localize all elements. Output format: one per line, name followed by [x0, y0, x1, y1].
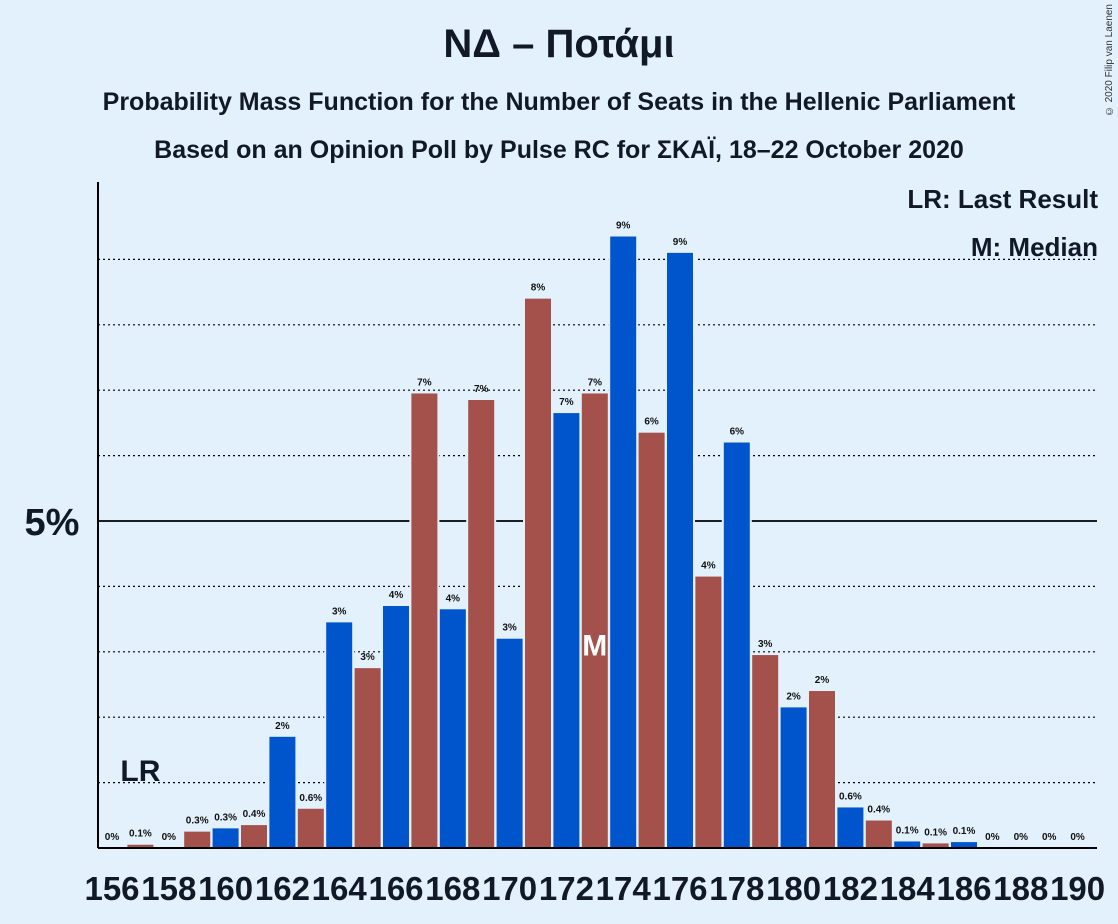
bar-value-label: 7%: [417, 377, 432, 388]
chart-subtitle: Probability Mass Function for the Number…: [102, 88, 1016, 116]
bar-value-label: 7%: [559, 397, 574, 408]
x-tick-label: 180: [766, 870, 821, 907]
x-tick-label: 160: [198, 870, 253, 907]
bar: [695, 576, 722, 848]
bar-value-label: 9%: [673, 237, 688, 248]
bar: [383, 606, 409, 848]
bar-value-label: 0%: [985, 832, 1000, 843]
bar-value-label: 4%: [446, 593, 461, 604]
bar: [638, 432, 665, 848]
bar: [241, 825, 267, 848]
bar-value-label: 7%: [588, 377, 603, 388]
bar-value-label: 0%: [105, 832, 120, 843]
bar-value-label: 3%: [758, 639, 773, 650]
bar: [723, 442, 750, 848]
bar-value-label: 6%: [730, 427, 745, 438]
bar-value-label: 0.1%: [953, 826, 976, 837]
bar: [439, 609, 466, 848]
legend-median: M: Median: [970, 232, 1098, 262]
bar: [894, 841, 921, 848]
bar-value-label: 3%: [332, 606, 347, 617]
bar-value-label: 0.4%: [243, 809, 266, 820]
bar: [809, 691, 835, 848]
legend-last-result: LR: Last Result: [907, 184, 1098, 214]
bar: [581, 393, 608, 848]
x-tick-label: 156: [84, 870, 139, 907]
x-tick-label: 178: [709, 870, 764, 907]
x-tick-label: 170: [482, 870, 537, 907]
bar-value-label: 4%: [389, 590, 404, 601]
bar-value-label: 7%: [474, 384, 489, 395]
bar-value-label: 0%: [1042, 832, 1057, 843]
bar-value-label: 4%: [701, 561, 716, 572]
x-tick-label: 174: [596, 870, 652, 907]
bar-value-label: 8%: [531, 283, 546, 294]
x-tick-label: 172: [539, 870, 594, 907]
bar-value-label: 6%: [644, 417, 659, 428]
bar-value-label: 2%: [815, 675, 830, 686]
bar: [297, 808, 324, 848]
bar-value-label: 0.3%: [214, 812, 237, 823]
bar-value-label: 0.1%: [924, 827, 947, 838]
bar-value-label: 0.3%: [186, 816, 209, 827]
bar: [752, 655, 779, 848]
bar: [951, 842, 977, 848]
x-tick-label: 162: [255, 870, 310, 907]
bar: [354, 668, 381, 848]
x-tick-label: 182: [823, 870, 878, 907]
x-tick-label: 158: [141, 870, 196, 907]
bar-value-label: 3%: [360, 652, 375, 663]
bar-value-label: 2%: [786, 691, 801, 702]
bar: [865, 820, 892, 848]
bar-value-label: 0%: [162, 832, 177, 843]
last-result-marker: LR: [120, 755, 160, 788]
x-tick-label: 190: [1050, 870, 1105, 907]
x-tick-label: 164: [312, 870, 368, 907]
bar-value-label: 0%: [1014, 832, 1029, 843]
bar: [496, 638, 523, 848]
x-tick-label: 188: [993, 870, 1048, 907]
median-marker: M: [582, 629, 607, 662]
bar: [553, 413, 580, 848]
chart-source: Based on an Opinion Poll by Pulse RC for…: [154, 136, 964, 164]
bar: [212, 828, 239, 848]
bar-value-label: 0.6%: [839, 791, 862, 802]
x-tick-label: 166: [368, 870, 423, 907]
x-tick-label: 176: [652, 870, 707, 907]
x-tick-label: 186: [936, 870, 991, 907]
y-tick-label: 5%: [25, 502, 80, 544]
bar-value-label: 0.6%: [299, 793, 322, 804]
bar: [127, 844, 154, 848]
bar: [667, 252, 693, 849]
bar: [525, 298, 551, 848]
bar-value-label: 2%: [275, 721, 290, 732]
bar: [780, 707, 807, 848]
x-tick-label: 168: [425, 870, 480, 907]
bar: [922, 843, 949, 848]
bar-value-label: 0%: [1070, 832, 1085, 843]
x-tick-label: 184: [880, 870, 936, 907]
chart-title: ΝΔ – Ποτάμι: [443, 22, 675, 66]
bar: [411, 393, 438, 848]
bar-value-label: 3%: [502, 623, 517, 634]
bar: [468, 400, 495, 848]
bar: [184, 831, 211, 848]
bar-value-label: 0.4%: [867, 805, 890, 816]
bar: [326, 622, 353, 848]
bar-value-label: 0.1%: [896, 825, 919, 836]
bar-value-label: 0.1%: [129, 829, 152, 840]
bar: [837, 807, 864, 848]
bar: [269, 736, 296, 848]
bar: [610, 236, 637, 848]
bar-value-label: 9%: [616, 221, 631, 232]
